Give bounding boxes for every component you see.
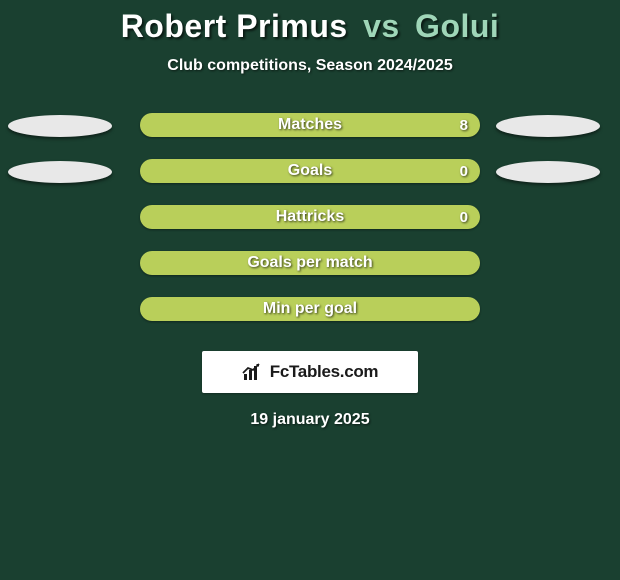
stat-bar: Goals per match [140,251,480,275]
chart-icon [242,362,264,382]
stat-row: Goals 0 [0,159,620,183]
player2-name: Golui [415,8,499,44]
stat-row: Matches 8 [0,113,620,137]
stat-bar: Goals 0 [140,159,480,183]
stat-row: Min per goal [0,297,620,321]
stat-value: 8 [460,117,468,134]
stat-row: Hattricks 0 [0,205,620,229]
subtitle: Club competitions, Season 2024/2025 [0,57,620,75]
right-ellipse [496,115,600,137]
right-ellipse [496,161,600,183]
stat-label: Min per goal [263,300,357,318]
stat-label: Hattricks [276,208,344,226]
page-title: Robert Primus vs Golui [0,0,620,45]
stat-value: 0 [460,163,468,180]
stat-rows: Matches 8 Goals 0 Hattricks 0 Goals per match M… [0,113,620,321]
vs-text: vs [363,8,400,44]
stat-label: Matches [278,116,342,134]
stat-label: Goals [288,162,332,180]
stat-bar: Matches 8 [140,113,480,137]
left-ellipse [8,161,112,183]
stat-value: 0 [460,209,468,226]
left-ellipse [8,115,112,137]
stat-label: Goals per match [247,254,372,272]
player1-name: Robert Primus [121,8,348,44]
stat-bar: Min per goal [140,297,480,321]
date-text: 19 january 2025 [0,411,620,429]
logo-text: FcTables.com [270,362,379,382]
logo-box: FcTables.com [202,351,418,393]
stat-bar: Hattricks 0 [140,205,480,229]
stat-row: Goals per match [0,251,620,275]
